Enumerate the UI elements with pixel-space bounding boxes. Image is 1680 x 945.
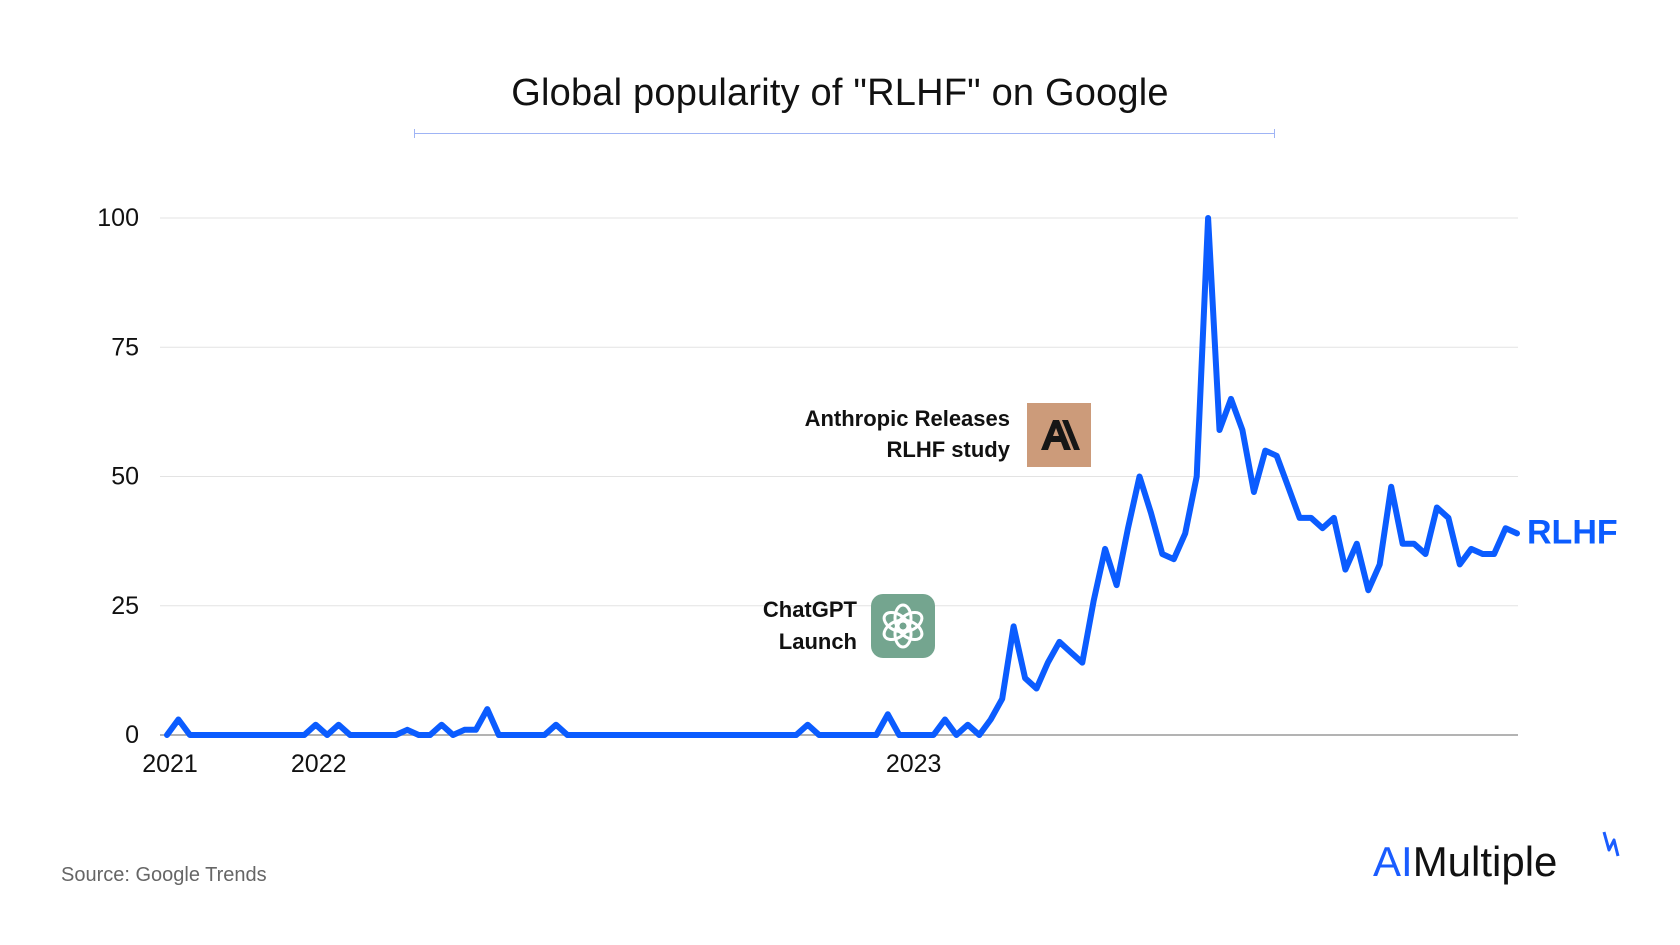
title-underline <box>414 129 1275 138</box>
y-tick-label: 50 <box>111 463 139 491</box>
series-line-rlhf <box>164 215 1520 738</box>
series-label-rlhf: RLHF <box>1527 513 1618 551</box>
annotation-text: RLHF study <box>887 437 1011 462</box>
y-axis-ticks: 0 25 50 75 100 <box>97 204 139 749</box>
x-tick-label: 2022 <box>291 750 347 778</box>
x-tick-label: 2023 <box>886 750 942 778</box>
annotation-text: ChatGPT <box>763 597 858 622</box>
series-group: RLHF <box>164 215 1618 738</box>
brand-logo: AIMultiple <box>1373 838 1557 886</box>
x-tick-label: 2021 <box>142 750 198 778</box>
annotation-text: Launch <box>779 629 857 654</box>
anthropic-logo-a <box>1041 420 1071 450</box>
y-tick-label: 75 <box>111 333 139 361</box>
annotation-text: Anthropic Releases <box>805 406 1010 431</box>
openai-logo-petal <box>882 611 910 633</box>
brand-mark-icon <box>1602 831 1620 857</box>
anthropic-logo-slash <box>1062 420 1080 450</box>
openai-logo-bg <box>871 594 935 658</box>
y-tick-label: 100 <box>97 204 139 232</box>
grid-lines <box>160 217 1518 736</box>
brand-ai: AI <box>1373 838 1413 885</box>
y-tick-label: 0 <box>125 721 139 749</box>
source-note: Source: Google Trends <box>61 864 267 886</box>
chart-title: Global popularity of "RLHF" on Google <box>511 72 1169 114</box>
openai-logo-icon <box>871 594 935 658</box>
annotations-group: ChatGPT Launch Anthropic Releases RLHF stud… <box>763 403 1091 658</box>
x-axis-ticks: 2021 2022 2023 <box>142 750 941 778</box>
brand-rest: Multiple <box>1412 838 1558 885</box>
y-tick-label: 25 <box>111 592 139 620</box>
anthropic-logo-icon <box>1027 403 1091 467</box>
